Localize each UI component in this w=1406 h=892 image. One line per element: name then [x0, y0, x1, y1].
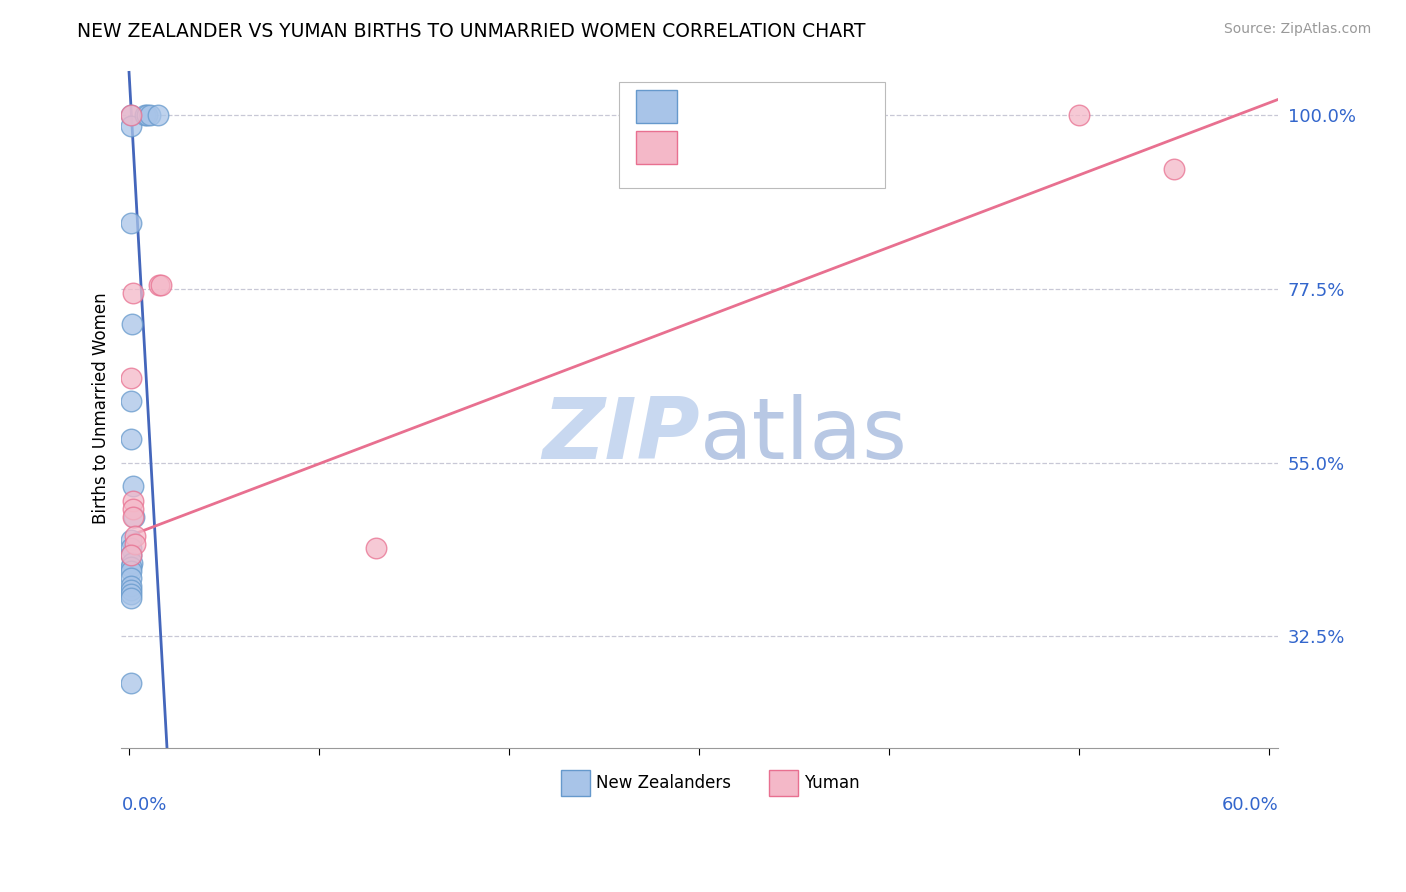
FancyBboxPatch shape — [769, 770, 799, 796]
Text: R = 0.643: R = 0.643 — [688, 97, 779, 115]
Point — [139, 108, 162, 122]
FancyBboxPatch shape — [636, 90, 676, 123]
Point — [121, 556, 143, 570]
Point — [120, 433, 142, 447]
Text: N = 14: N = 14 — [793, 137, 855, 156]
Point — [148, 277, 170, 292]
Point — [122, 509, 145, 524]
Point — [1163, 161, 1185, 176]
Point — [120, 216, 142, 230]
FancyBboxPatch shape — [561, 770, 591, 796]
Point — [150, 277, 173, 292]
Text: Source: ZipAtlas.com: Source: ZipAtlas.com — [1223, 22, 1371, 37]
Point — [146, 108, 169, 122]
Point — [124, 537, 146, 551]
Point — [120, 583, 142, 598]
Point — [121, 479, 143, 493]
Text: atlas: atlas — [700, 394, 908, 477]
Point — [121, 494, 143, 508]
Point — [120, 579, 142, 593]
Point — [121, 509, 143, 524]
Point — [120, 549, 142, 563]
Point — [120, 587, 142, 601]
Point — [120, 564, 142, 578]
Point — [364, 541, 387, 555]
Point — [1067, 108, 1090, 122]
Point — [120, 393, 142, 408]
Y-axis label: Births to Unmarried Women: Births to Unmarried Women — [93, 293, 110, 524]
Point — [120, 533, 142, 547]
Point — [120, 370, 142, 384]
Point — [120, 560, 142, 574]
Point — [124, 529, 146, 543]
Text: NEW ZEALANDER VS YUMAN BIRTHS TO UNMARRIED WOMEN CORRELATION CHART: NEW ZEALANDER VS YUMAN BIRTHS TO UNMARRI… — [77, 22, 866, 41]
Text: New Zealanders: New Zealanders — [596, 774, 731, 792]
Point — [121, 317, 143, 331]
Point — [120, 591, 142, 605]
FancyBboxPatch shape — [619, 82, 884, 187]
Text: ZIP: ZIP — [543, 394, 700, 477]
Text: Yuman: Yuman — [804, 774, 859, 792]
Text: 60.0%: 60.0% — [1222, 796, 1278, 814]
Point — [120, 108, 142, 122]
Point — [120, 572, 142, 586]
Point — [121, 502, 143, 516]
Point — [120, 549, 142, 563]
FancyBboxPatch shape — [636, 131, 676, 164]
Point — [120, 541, 142, 555]
Text: R = 0.618: R = 0.618 — [688, 137, 779, 156]
Point — [120, 675, 142, 690]
Text: 0.0%: 0.0% — [121, 796, 167, 814]
Text: N = 24: N = 24 — [793, 97, 855, 115]
Point — [120, 108, 142, 122]
Point — [120, 120, 142, 134]
Point — [134, 108, 156, 122]
Point — [136, 108, 159, 122]
Point — [121, 285, 143, 300]
